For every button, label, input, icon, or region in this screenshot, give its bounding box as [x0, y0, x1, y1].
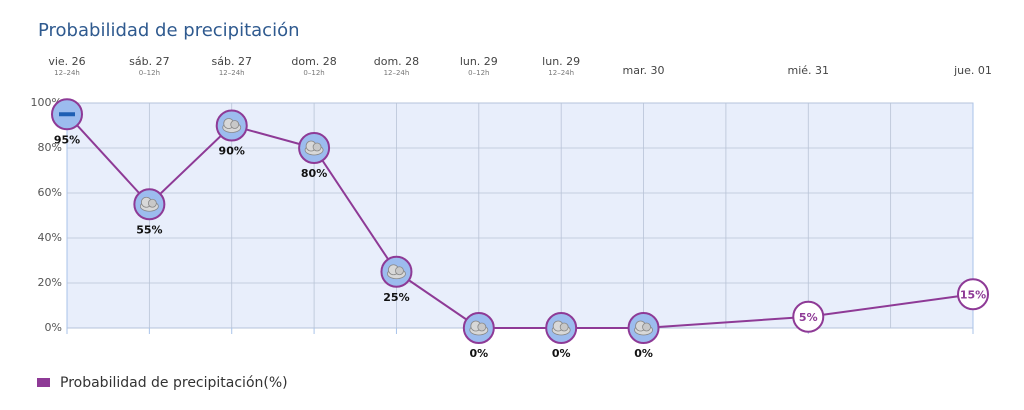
x-sub-label: 12–24h: [219, 69, 245, 77]
weather-icon: [642, 322, 651, 332]
legend-swatch: [37, 378, 50, 387]
weather-icon: [559, 322, 569, 332]
x-tick-label: jue. 01: [953, 64, 992, 77]
x-tick-label: lun. 29: [460, 55, 498, 68]
data-label: 0%: [469, 347, 488, 360]
data-label: 0%: [634, 347, 653, 360]
x-sub-label: 0–12h: [139, 69, 160, 77]
x-sub-label: 0–12h: [303, 69, 324, 77]
point: [792, 300, 825, 333]
y-tick-label: 80%: [38, 141, 62, 154]
data-label: 55%: [136, 223, 162, 236]
data-label: 95%: [54, 133, 80, 146]
weather-icon: [395, 266, 404, 276]
data-label: 15%: [960, 288, 986, 301]
x-sub-label: 0–12h: [468, 69, 489, 77]
x-tick-label: mié. 31: [788, 64, 830, 77]
y-tick-label: 60%: [38, 186, 62, 199]
data-label: 80%: [301, 167, 327, 180]
series-line: [66, 113, 974, 329]
weather-icon: [230, 120, 240, 129]
weather-icon: [477, 322, 487, 332]
y-tick-label: 40%: [38, 231, 62, 244]
legend-label: Probabilidad de precipitación(%): [60, 375, 288, 391]
x-tick-label: vie. 26: [48, 55, 85, 68]
y-tick-label: 0%: [45, 321, 62, 334]
x-tick-label: sáb. 27: [212, 55, 252, 68]
x-sub-label: 12–24h: [54, 69, 80, 77]
weather-icon: [312, 142, 322, 152]
x-tick-label: sáb. 27: [129, 55, 169, 68]
plot-area: [66, 102, 974, 329]
x-sub-label: 12–24h: [548, 69, 574, 77]
x-sub-label: 12–24h: [384, 69, 410, 77]
x-tick-label: lun. 29: [542, 55, 580, 68]
point: [957, 278, 989, 311]
weather-icon: [147, 198, 157, 208]
data-label: 5%: [799, 311, 818, 324]
weather-icon: [59, 112, 75, 117]
data-label: 0%: [552, 347, 571, 360]
data-label: 25%: [383, 291, 409, 304]
data-label: 90%: [219, 145, 245, 158]
x-tick-label: mar. 30: [623, 64, 665, 77]
chart-title: Probabilidad de precipitación: [38, 20, 300, 41]
x-tick-label: dom. 28: [374, 55, 419, 68]
y-tick-label: 20%: [38, 276, 62, 289]
x-tick-label: dom. 28: [291, 55, 336, 68]
